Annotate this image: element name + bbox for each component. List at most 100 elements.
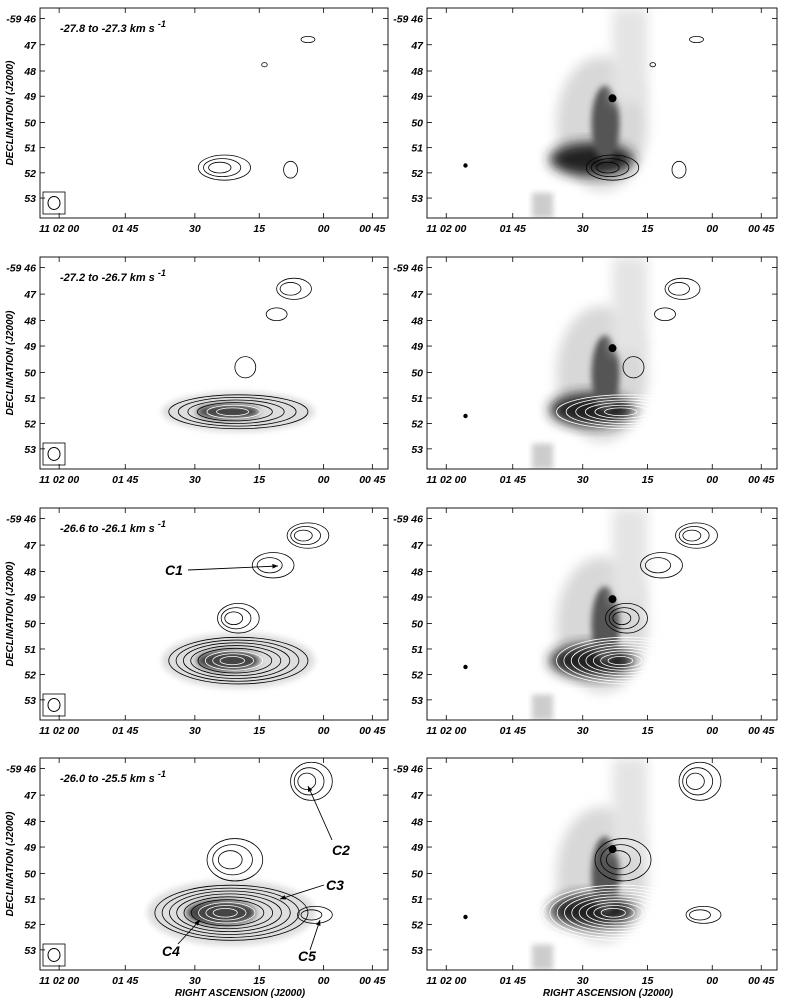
contour-level bbox=[586, 902, 644, 924]
contour-level bbox=[219, 656, 245, 666]
y-tick-label: -59 46 bbox=[6, 514, 36, 526]
nebula-plume bbox=[612, 8, 648, 103]
contour-level bbox=[175, 639, 300, 682]
y-tick-label: 47 bbox=[23, 40, 37, 52]
y-tick-label: 47 bbox=[410, 289, 424, 301]
y-tick-label: 51 bbox=[24, 393, 36, 405]
contour-level bbox=[678, 761, 722, 801]
y-tick-label: 49 bbox=[23, 341, 36, 353]
panel-frame bbox=[426, 757, 778, 971]
contour-level bbox=[206, 404, 261, 419]
x-tick-label: 00 45 bbox=[748, 474, 774, 486]
y-tick-label: 50 bbox=[24, 117, 36, 129]
x-tick-label: 30 bbox=[577, 725, 589, 737]
contour-level bbox=[593, 905, 635, 921]
beam-box bbox=[42, 442, 66, 466]
contour-level bbox=[640, 552, 683, 579]
contour-level bbox=[605, 850, 631, 870]
contour-level bbox=[217, 850, 243, 870]
contour-level bbox=[300, 35, 316, 44]
panel-frame bbox=[39, 507, 389, 721]
contour-level bbox=[654, 307, 676, 322]
contour-level bbox=[578, 645, 670, 677]
x-tick-label: 01 45 bbox=[500, 474, 526, 486]
y-tick-label: 48 bbox=[23, 66, 36, 78]
x-tick-label: 00 bbox=[318, 725, 330, 737]
y-tick-label: 50 bbox=[411, 368, 423, 380]
nebula-plume bbox=[612, 758, 648, 854]
x-tick-label: 15 bbox=[642, 975, 654, 987]
clump-label-c3: C3 bbox=[326, 877, 344, 893]
contour-level bbox=[600, 653, 643, 668]
y-tick-label: -59 46 bbox=[393, 514, 423, 526]
contour-level bbox=[190, 899, 265, 927]
x-tick-label: 00 45 bbox=[359, 725, 385, 737]
y-tick-label: -59 46 bbox=[6, 764, 36, 776]
panel-frame bbox=[426, 507, 778, 721]
nebula-arc bbox=[591, 85, 620, 162]
x-tick-label: 11 02 00 bbox=[39, 223, 79, 235]
x-tick-label: 00 45 bbox=[748, 725, 774, 737]
contour-level bbox=[297, 772, 317, 790]
contour-level bbox=[645, 557, 672, 574]
contour-level bbox=[234, 356, 257, 379]
velocity-range-label: -26.6 to -26.1 km s -1 bbox=[60, 519, 166, 535]
contour-level bbox=[216, 407, 250, 417]
contour-level bbox=[565, 397, 685, 427]
contour-level bbox=[279, 282, 302, 296]
contour-level bbox=[542, 884, 697, 941]
contour-level bbox=[608, 607, 640, 630]
panel-r0-c0: 11 02 00 01 45 30 15 00 00 45 -59 46 47 48 49 50 51… bbox=[5, 7, 389, 235]
contour-level bbox=[168, 394, 309, 430]
contour-level bbox=[286, 522, 330, 549]
x-tick-label: 00 bbox=[706, 725, 718, 737]
contour-level bbox=[671, 160, 687, 179]
contour-level bbox=[556, 890, 680, 935]
y-axis-label: DECLINATION (J2000) bbox=[5, 310, 16, 416]
y-tick-label: 49 bbox=[410, 592, 423, 604]
contour-level bbox=[203, 158, 242, 178]
field-star bbox=[463, 914, 468, 920]
x-tick-label: 00 bbox=[706, 223, 718, 235]
panel-frame bbox=[426, 7, 778, 219]
contour-level bbox=[224, 611, 244, 626]
y-tick-label: 51 bbox=[24, 644, 36, 656]
y-tick-label: 47 bbox=[23, 540, 37, 552]
contour-level bbox=[575, 399, 674, 424]
x-tick-label: 00 45 bbox=[359, 975, 385, 987]
y-tick-label: -59 46 bbox=[393, 764, 423, 776]
contour-level bbox=[556, 394, 697, 430]
x-tick-label: 30 bbox=[577, 474, 589, 486]
emission-peak bbox=[186, 900, 256, 926]
contour-level bbox=[682, 529, 702, 542]
x-tick-label: 00 45 bbox=[748, 223, 774, 235]
panel-frame bbox=[39, 7, 389, 219]
contour-level bbox=[293, 529, 313, 542]
contour-level bbox=[276, 277, 312, 300]
panel-frame bbox=[39, 757, 389, 971]
clump-label-c4: C4 bbox=[162, 943, 180, 959]
x-tick-label: 15 bbox=[253, 725, 265, 737]
contour-level bbox=[190, 645, 282, 677]
field-star bbox=[463, 413, 468, 419]
x-axis-label-left: RIGHT ASCENSION (J2000) bbox=[175, 988, 306, 999]
x-tick-label: 00 45 bbox=[359, 474, 385, 486]
y-tick-label: 49 bbox=[410, 842, 423, 854]
contour-level bbox=[251, 552, 295, 579]
x-tick-label: 01 45 bbox=[112, 725, 138, 737]
y-tick-label: 48 bbox=[23, 316, 36, 328]
clump-arrowhead bbox=[194, 920, 200, 926]
contour-level bbox=[605, 602, 648, 634]
nebula-plume bbox=[612, 508, 648, 604]
y-tick-label: 53 bbox=[411, 945, 423, 957]
nebula-streak bbox=[532, 192, 553, 218]
x-tick-label: 15 bbox=[253, 474, 265, 486]
y-tick-label: -59 46 bbox=[393, 263, 423, 275]
nebula-plume bbox=[612, 257, 648, 353]
nebula-streak bbox=[532, 443, 553, 469]
y-tick-label: 47 bbox=[410, 40, 424, 52]
panel-r1-c0: 11 02 00 01 45 30 15 00 00 45 -59 46 47 48 49 50 51… bbox=[5, 256, 389, 486]
contour-level bbox=[197, 647, 273, 674]
panel-r2-c0: 11 02 00 01 45 30 15 00 00 45 -59 46 47 48 49 50 51… bbox=[5, 507, 389, 737]
contour-level bbox=[198, 902, 256, 924]
